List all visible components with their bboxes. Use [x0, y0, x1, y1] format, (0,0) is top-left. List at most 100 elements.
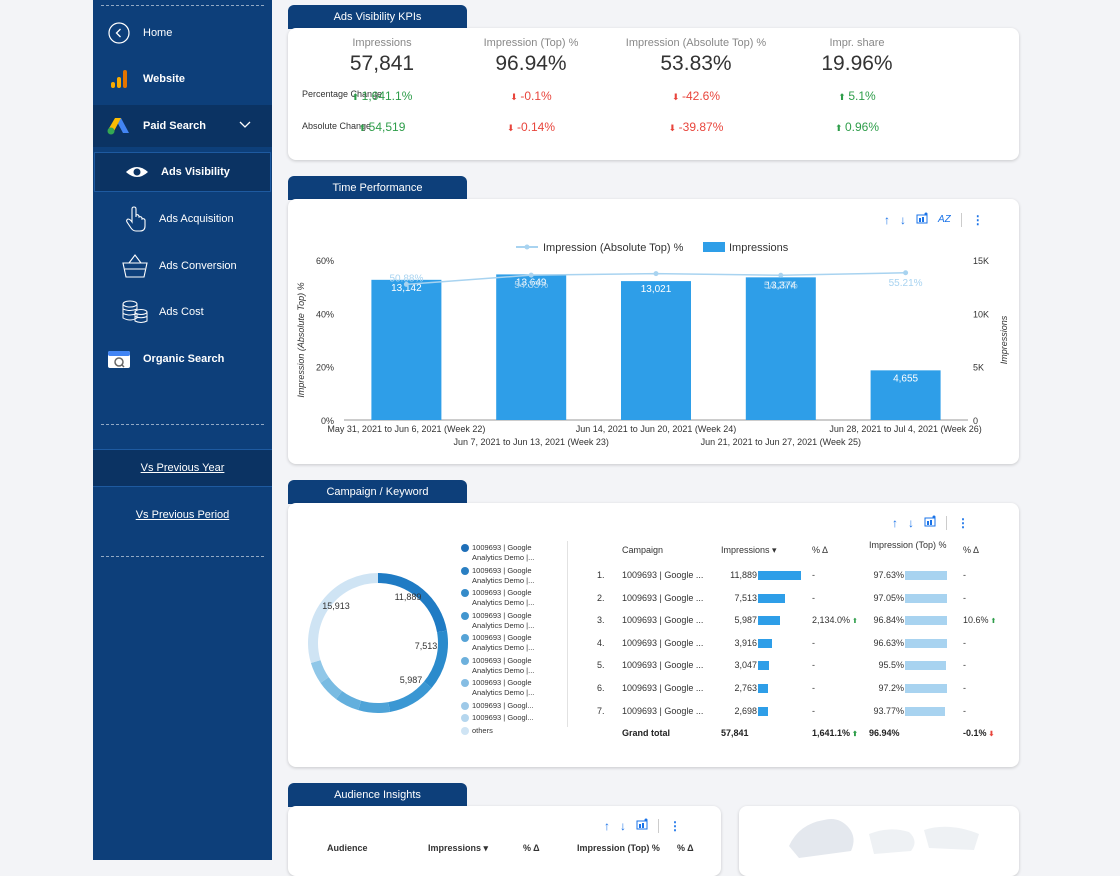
legend-item[interactable]: 1009693 | Google Analytics Demo |... — [461, 633, 571, 653]
nav-organic-search[interactable]: Organic Search — [93, 338, 272, 380]
nav-paid-search[interactable]: Paid Search — [93, 105, 272, 147]
sort-descending-icon[interactable]: ↓ — [620, 818, 626, 833]
donut-slice[interactable] — [336, 690, 362, 711]
nav-ads-cost[interactable]: Ads Cost — [93, 291, 272, 333]
col-header-audience[interactable]: Audience — [327, 843, 368, 853]
line-point[interactable] — [403, 281, 409, 287]
legend-dot — [461, 544, 469, 552]
campaign-name[interactable]: 1009693 | Google ... — [622, 683, 704, 693]
campaign-name[interactable]: 1009693 | Google ... — [622, 592, 704, 603]
impressions-bar[interactable] — [371, 279, 442, 420]
drill-down-icon[interactable] — [916, 212, 928, 227]
col-header-top[interactable]: Impression (Top) % — [869, 540, 947, 550]
campaign-name[interactable]: 1009693 | Google ... — [622, 660, 704, 671]
legend-item[interactable]: 1009693 | Google Analytics Demo |... — [461, 656, 571, 676]
sort-az-icon[interactable]: AZ — [938, 214, 951, 225]
vs-previous-period-link[interactable]: Vs Previous Period — [135, 509, 230, 521]
drill-down-icon[interactable] — [636, 818, 648, 833]
col-header-delta[interactable]: % Δ — [523, 843, 540, 853]
nav-home[interactable]: Home — [93, 12, 272, 54]
more-options-icon[interactable]: ⋮ — [971, 212, 984, 227]
col-header-delta2[interactable]: % Δ — [963, 545, 980, 555]
col-header-impressions[interactable]: Impressions ▾ — [428, 843, 489, 853]
nav-ads-acquisition[interactable]: Ads Acquisition — [93, 198, 272, 240]
nav-website[interactable]: Website — [93, 58, 272, 100]
legend-dot — [461, 656, 469, 665]
chevron-down-icon[interactable] — [239, 120, 251, 132]
vs-previous-year-link[interactable]: Vs Previous Year — [93, 449, 272, 487]
delta-value: - — [812, 660, 815, 670]
donut-slice[interactable] — [388, 681, 432, 712]
delta-value: - — [812, 683, 815, 693]
impressions-bar[interactable] — [870, 370, 941, 420]
legend-text: 1009693 | Google Analytics Demo |... — [472, 543, 535, 562]
legend-text: 1009693 | Googl... — [472, 713, 534, 722]
donut-slice[interactable] — [310, 660, 329, 683]
line-point[interactable] — [778, 272, 784, 278]
arrow-down-icon: ⬇ — [510, 92, 521, 102]
impressions-value: 5,987 — [734, 615, 757, 626]
nav-ads-visibility[interactable]: Ads Visibility — [94, 152, 271, 192]
col-header-campaign[interactable]: Campaign — [622, 545, 664, 555]
impressions-bar[interactable] — [745, 277, 816, 420]
sort-descending-icon[interactable]: ↓ — [908, 515, 914, 530]
campaign-name[interactable]: 1009693 | Google ... — [622, 570, 704, 580]
col-header-delta2[interactable]: % Δ — [677, 843, 694, 853]
x-tick-label: Jun 7, 2021 to Jun 13, 2021 (Week 23) — [453, 437, 608, 447]
legend-item[interactable]: 1009693 | Google Analytics Demo |... — [461, 588, 571, 608]
line-point[interactable] — [653, 271, 659, 277]
impressions-bar — [758, 638, 773, 648]
impressions-value: 2,698 — [734, 705, 757, 716]
top-value: 97.63% — [873, 570, 904, 580]
legend-bar-label: Impressions — [729, 242, 789, 254]
legend-item[interactable]: 1009693 | Googl... — [461, 701, 571, 721]
line-data-label: 50.88% — [389, 273, 423, 284]
sort-ascending-icon[interactable]: ↑ — [892, 515, 898, 530]
sort-ascending-icon[interactable]: ↑ — [604, 818, 610, 833]
col-header-delta[interactable]: % Δ — [812, 545, 829, 555]
donut-slice[interactable] — [423, 630, 448, 688]
top-value: 96.84% — [873, 615, 904, 626]
legend-dot — [461, 566, 469, 575]
donut-slice[interactable] — [308, 573, 379, 664]
line-point[interactable] — [903, 270, 909, 276]
sort-descending-icon[interactable]: ↓ — [900, 212, 906, 227]
legend-item[interactable]: 1009693 | Googl... — [461, 713, 571, 733]
kpi-label: Impression (Top) % — [483, 37, 579, 49]
toolbar-separator — [658, 818, 659, 833]
donut-slice[interactable] — [358, 700, 391, 713]
world-map — [789, 819, 979, 858]
sort-ascending-icon[interactable]: ↑ — [884, 212, 890, 227]
campaign-name[interactable]: 1009693 | Google ... — [622, 637, 704, 648]
impressions-bar — [758, 661, 770, 671]
delta2-value: - — [963, 706, 966, 716]
impressions-bar[interactable] — [496, 274, 567, 420]
eye-icon — [123, 165, 151, 179]
donut-slice[interactable] — [320, 677, 343, 700]
basket-icon — [121, 254, 149, 278]
donut-slice[interactable] — [377, 573, 447, 633]
drill-down-icon[interactable] — [924, 515, 936, 530]
bar-data-label: 13,374 — [766, 280, 797, 291]
campaign-donut-chart: 11,889 7,513 5,987 15,913 — [308, 573, 448, 713]
top-value: 96.63% — [873, 637, 904, 648]
arrow-down-icon: ⬇ — [671, 92, 682, 102]
legend-item[interactable]: 1009693 | Google Analytics Demo |... — [461, 566, 571, 586]
campaign-name[interactable]: 1009693 | Google ... — [622, 615, 704, 626]
delta-text: - — [812, 660, 815, 671]
line-point[interactable] — [528, 272, 534, 278]
legend-item[interactable]: others — [461, 726, 571, 746]
legend-item[interactable]: 1009693 | Google Analytics Demo |... — [461, 543, 571, 563]
legend-dot — [461, 634, 469, 642]
col-header-impressions[interactable]: Impressions ▾ — [721, 545, 777, 555]
more-options-icon[interactable]: ⋮ — [669, 818, 681, 833]
col-header-top[interactable]: Impression (Top) % — [577, 843, 660, 853]
legend-item[interactable]: 1009693 | Google Analytics Demo |... — [461, 678, 571, 698]
nav-ads-conversion[interactable]: Ads Conversion — [93, 245, 272, 287]
absolute-change-label: Absolute Change — [302, 121, 372, 131]
impressions-bar[interactable] — [621, 281, 691, 420]
kpi-value: 19.96% — [821, 52, 893, 75]
campaign-name[interactable]: 1009693 | Google ... — [622, 705, 704, 716]
more-options-icon[interactable]: ⋮ — [957, 515, 969, 530]
legend-item[interactable]: 1009693 | Google Analytics Demo |... — [461, 611, 571, 631]
